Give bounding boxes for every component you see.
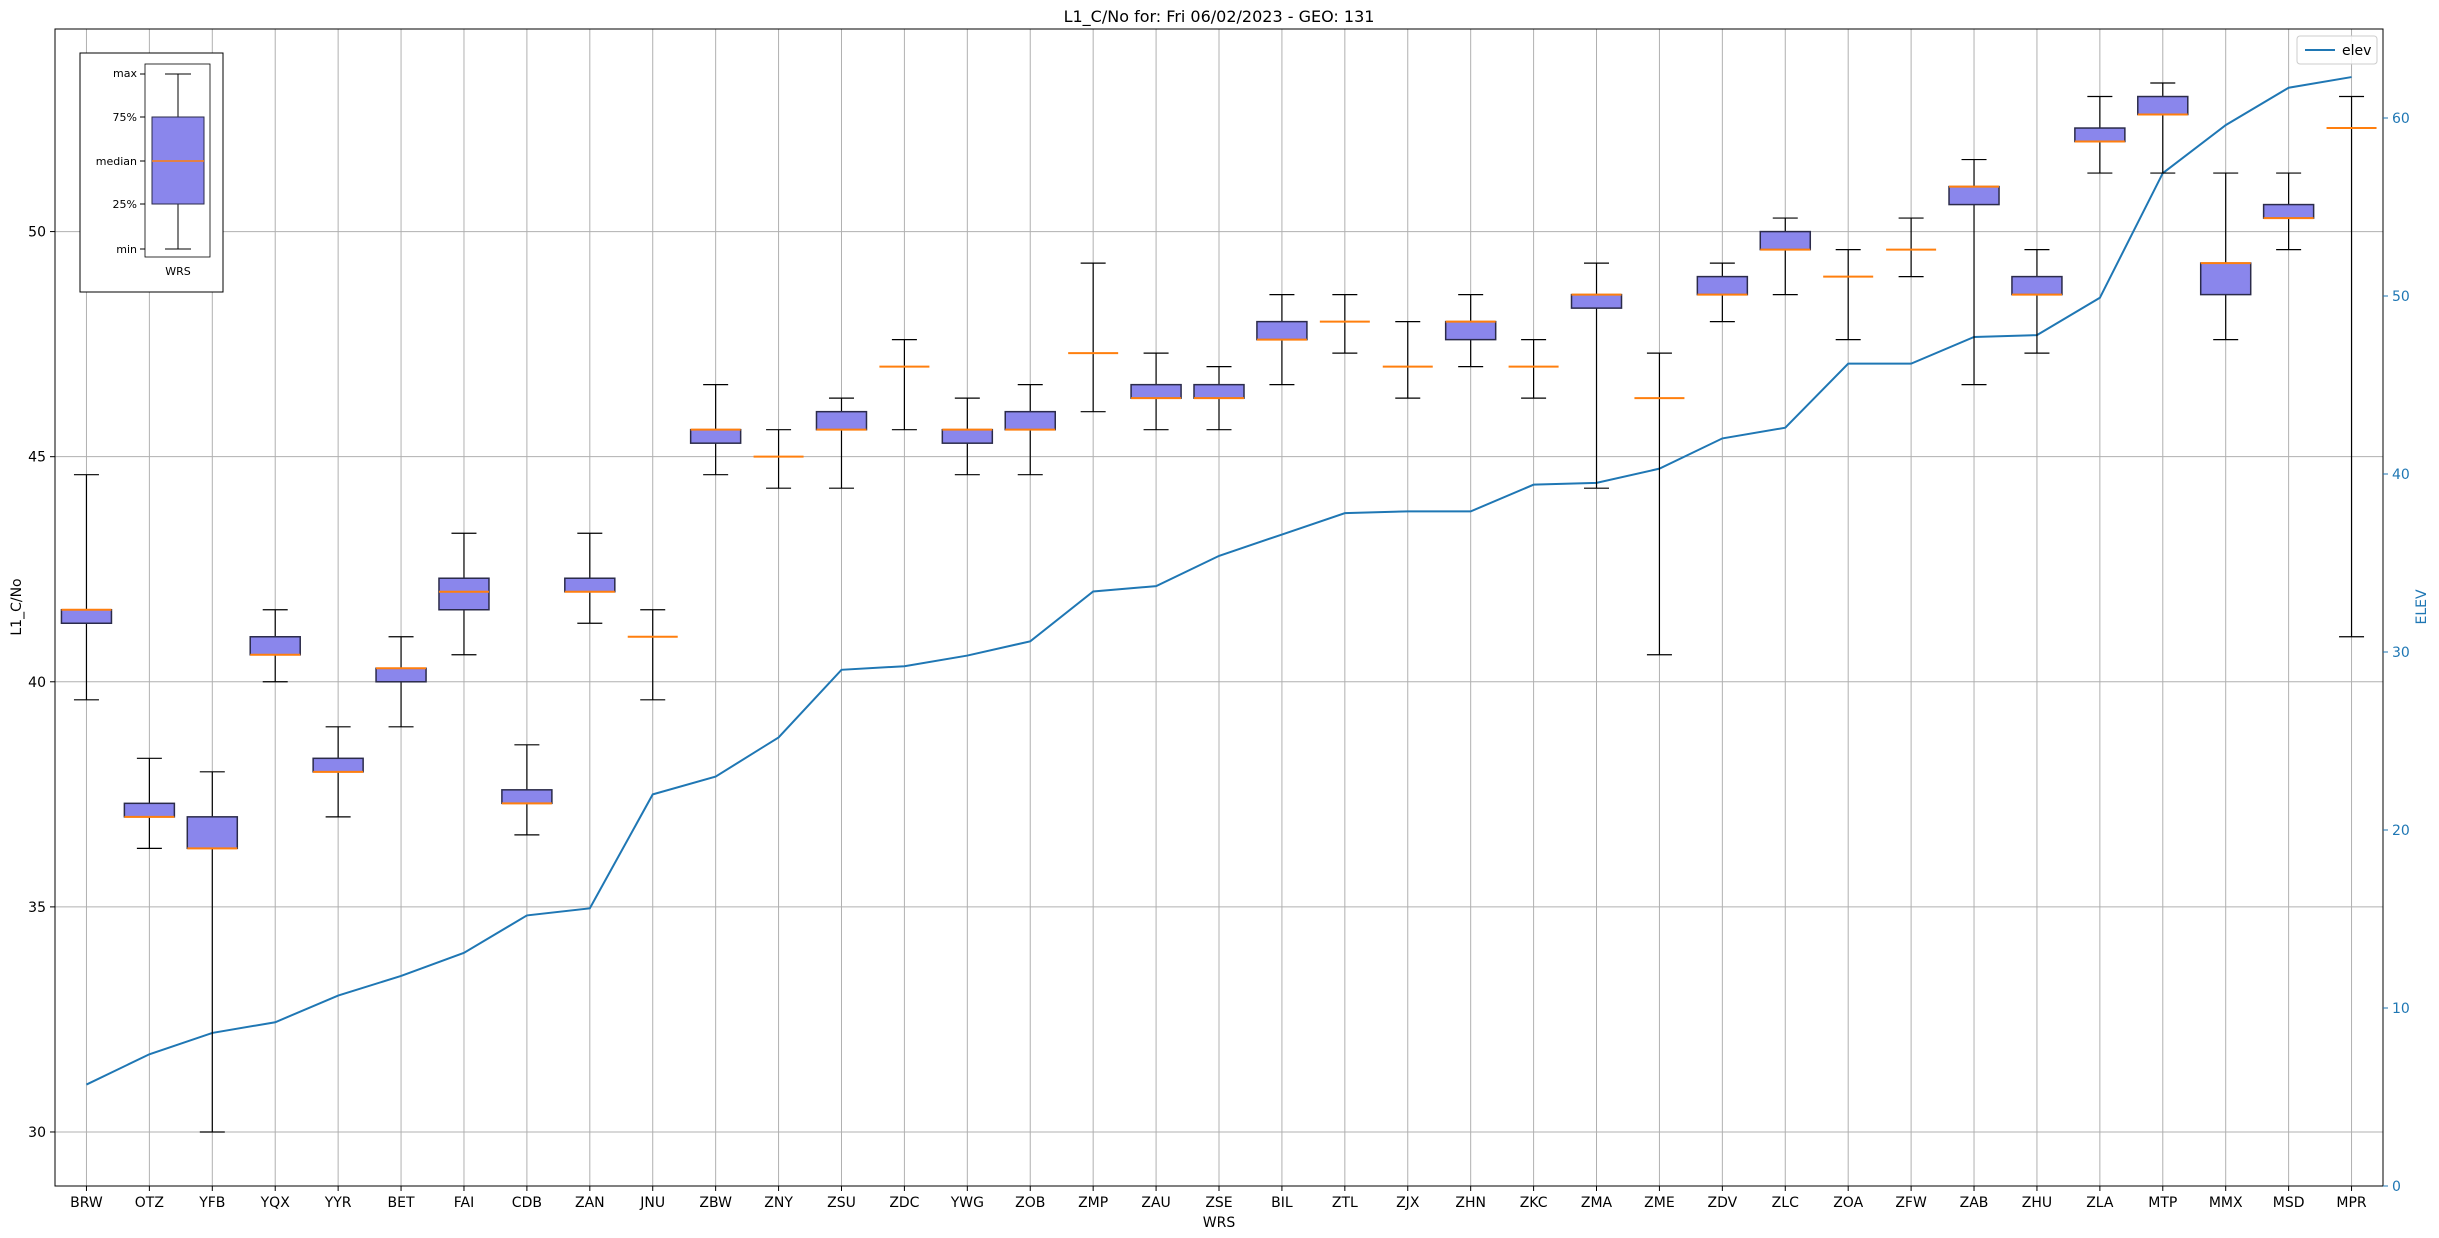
box-iqr [438,577,490,611]
y-tick-label: 45 [28,450,46,466]
x-tick-label: FAI [454,1195,474,1211]
x-tick-label: ZAN [575,1195,605,1211]
box-iqr [1570,293,1623,309]
left-axis-ticks: 30 35 40 45 50 [28,225,55,1141]
x-tick-label: ZFW [1895,1195,1927,1211]
x-tick-label: ZTL [1332,1195,1358,1211]
x-tick-label: MSD [2273,1195,2305,1211]
inset-x-label: WRS [165,265,191,278]
x-tick-label: CDB [512,1195,542,1211]
box-iqr [60,609,113,625]
x-tick-label: ZKC [1520,1195,1548,1211]
y-tick-label: 50 [28,225,46,241]
legend-frame [2296,35,2378,65]
box-iqr [689,428,742,444]
box-iqr [2011,275,2063,296]
box-iqr [1193,383,1245,399]
box-iqr [312,757,364,773]
box-iqr [1004,410,1056,431]
x-tick-label: BET [388,1195,415,1211]
x-tick-label: ZHN [1455,1195,1486,1211]
x-tick-label: JNU [639,1195,665,1211]
right-axis-ticks: 0 10 20 30 40 50 60 [2383,111,2410,1195]
x-tick-label: MMX [2209,1195,2243,1211]
legend-elev-label: elev [2342,43,2371,59]
y2-tick-label: 60 [2392,111,2410,127]
box-iqr [815,410,868,431]
x-tick-label: ZHU [2022,1195,2052,1211]
x-tick-label: OTZ [135,1195,164,1211]
x-axis-ticks: BRW OTZ YFB YQX YYR BET FAI CDB ZAN JNU ZBW ZNY ZSU Z… [70,1186,2367,1211]
x-tick-label: ZNY [764,1195,793,1211]
x-tick-label: YFB [198,1195,225,1211]
x-tick-label: ZAB [1960,1195,1989,1211]
box-iqr [249,636,301,656]
box-iqr [501,789,553,805]
inset-label-max: max [113,67,137,80]
box-iqr [2137,95,2189,116]
y2-tick-label: 30 [2392,645,2410,661]
box-iqr [2262,203,2315,219]
y2-axis-label: ELEV [2414,589,2430,624]
x-tick-label: ZSE [1205,1195,1232,1211]
x-tick-label: YQX [260,1195,291,1211]
box-iqr [1130,383,1182,399]
x-tick-label: ZBW [699,1195,732,1211]
inset-label-median: median [96,155,137,168]
x-tick-label: MTP [2148,1195,2177,1211]
box-iqr [1759,230,1812,251]
x-tick-label: ZOA [1833,1195,1863,1211]
box-iqr [375,667,427,683]
box-iqr [1444,320,1497,341]
y2-tick-label: 20 [2392,823,2410,839]
x-tick-label: ZOB [1015,1195,1045,1211]
x-tick-label: BRW [70,1195,103,1211]
x-tick-label: ZAU [1141,1195,1170,1211]
box-iqr [941,428,994,444]
x-tick-label: ZJX [1396,1195,1420,1211]
y-axis-label: L1_C/No [9,578,25,635]
box-plots [60,82,2377,1133]
x-tick-label: ZDC [889,1195,919,1211]
inset-label-q3: 75% [113,111,137,124]
y2-tick-label: 10 [2392,1001,2410,1017]
y2-tick-label: 0 [2392,1179,2401,1195]
y2-tick-label: 50 [2392,289,2410,305]
box-iqr [2074,127,2126,143]
legend: elev [2296,35,2378,65]
x-tick-label: ZME [1644,1195,1675,1211]
x-tick-label: ZLC [1772,1195,1799,1211]
box-iqr [1696,275,1749,296]
chart-title: L1_C/No for: Fri 06/02/2023 - GEO: 131 [1064,7,1375,27]
box-iqr [564,577,616,593]
box-iqr [186,816,239,850]
x-tick-label: YYR [324,1195,352,1211]
y-tick-label: 35 [28,900,46,916]
box-iqr [1256,320,1308,341]
inset-label-q1: 25% [113,198,137,211]
x-tick-label: ZMA [1581,1195,1613,1211]
inset-legend: max 75% median 25% min WRS [79,52,224,293]
box-iqr [1948,185,2000,206]
y-tick-label: 40 [28,675,46,691]
x-tick-label: ZDV [1707,1195,1737,1211]
x-tick-label: MPR [2336,1195,2367,1211]
inset-label-min: min [116,243,137,256]
box-iqr [123,802,176,818]
x-tick-label: ZMP [1078,1195,1108,1211]
y-tick-label: 30 [28,1125,46,1141]
x-tick-label: ZSU [827,1195,856,1211]
x-axis-label: WRS [1203,1215,1236,1231]
box-iqr [2199,262,2252,296]
x-tick-label: YWG [950,1195,984,1211]
x-tick-label: BIL [1271,1195,1293,1211]
x-tick-label: ZLA [2086,1195,2114,1211]
y2-tick-label: 40 [2392,467,2410,483]
